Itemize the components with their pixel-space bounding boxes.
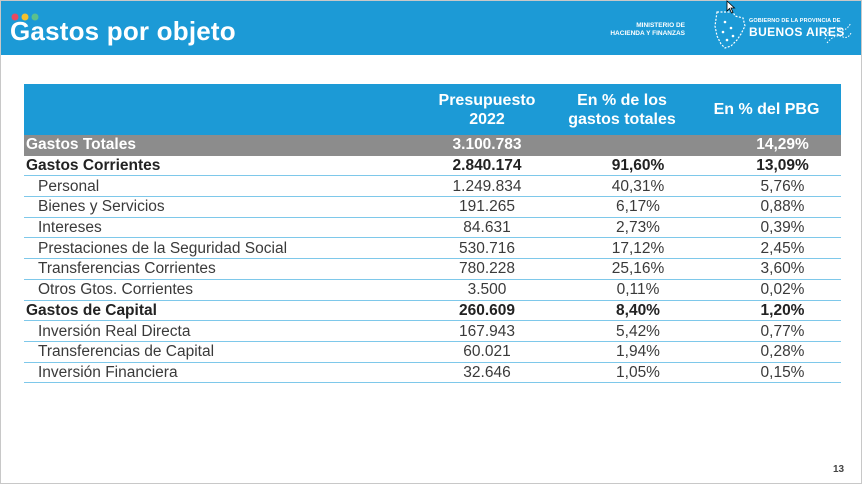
table-row: Prestaciones de la Seguridad Social 530.7… — [24, 237, 841, 260]
row-presupuesto: 530.716 — [422, 237, 552, 260]
ministry-line-2: HACIENDA Y FINANZAS — [610, 30, 685, 37]
row-pct-pbg: 0,88% — [692, 196, 841, 218]
header-pct-gastos: En % de los gastos totales — [552, 84, 692, 135]
table-row: Otros Gtos. Corrientes 3.500 0,11% 0,02% — [24, 279, 841, 301]
row-presupuesto: 780.228 — [422, 258, 552, 280]
table-row: Gastos Totales 3.100.783 14,29% — [24, 135, 841, 156]
row-label: Prestaciones de la Seguridad Social — [24, 237, 422, 260]
row-presupuesto: 1.249.834 — [422, 175, 552, 198]
row-label: Gastos Totales — [24, 135, 422, 156]
row-pct-gastos: 6,17% — [552, 196, 692, 218]
row-pct-pbg: 0,15% — [692, 362, 841, 384]
row-pct-gastos: 1,94% — [552, 341, 692, 363]
row-presupuesto: 60.021 — [422, 341, 552, 363]
ministry-label: MINISTERIO DE HACIENDA Y FINANZAS — [591, 22, 685, 38]
decorative-dots-icon — [11, 13, 39, 21]
table-row: Inversión Financiera 32.646 1,05% 0,15% — [24, 362, 841, 384]
row-pct-gastos: 0,11% — [552, 279, 692, 301]
row-pct-gastos: 8,40% — [552, 300, 692, 322]
row-label: Transferencias de Capital — [24, 341, 422, 363]
row-label: Gastos Corrientes — [24, 155, 422, 177]
slide-header: Gastos por objeto MINISTERIO DE HACIENDA… — [1, 1, 861, 55]
table-row: Transferencias Corrientes 780.228 25,16% 3,… — [24, 258, 841, 280]
row-label: Transferencias Corrientes — [24, 258, 422, 280]
row-pct-gastos: 25,16% — [552, 258, 692, 280]
row-presupuesto: 191.265 — [422, 196, 552, 218]
row-pct-pbg: 0,28% — [692, 341, 841, 363]
row-pct-gastos: 91,60% — [552, 155, 692, 177]
row-presupuesto: 32.646 — [422, 362, 552, 384]
gov-logo-small-text: GOBIERNO DE LA PROVINCIA DE — [749, 18, 841, 24]
header-pct-gastos-text: En % de los gastos totales — [568, 91, 676, 128]
table-row: Gastos de Capital 260.609 8,40% 1,20% — [24, 300, 841, 322]
row-pct-pbg: 0,39% — [692, 217, 841, 239]
row-presupuesto: 2.840.174 — [422, 155, 552, 177]
header-pct-pbg-text: En % del PBG — [713, 101, 820, 118]
table-row: Gastos Corrientes 2.840.174 91,60% 13,09% — [24, 155, 841, 177]
row-pct-pbg: 1,20% — [692, 300, 841, 322]
header-blank-cell — [24, 84, 422, 135]
row-label: Bienes y Servicios — [24, 196, 422, 218]
row-presupuesto: 260.609 — [422, 300, 552, 322]
row-pct-pbg: 2,45% — [692, 237, 841, 260]
row-label: Intereses — [24, 217, 422, 239]
ministry-line-1: MINISTERIO DE — [636, 22, 685, 29]
row-presupuesto: 3.100.783 — [422, 135, 552, 156]
page-number: 13 — [833, 464, 845, 475]
row-pct-pbg: 13,09% — [692, 155, 841, 177]
header-presupuesto-text: Presupuesto 2022 — [438, 91, 536, 128]
row-pct-gastos: 5,42% — [552, 320, 692, 342]
table-row: Transferencias de Capital 60.021 1,94% 0,28… — [24, 341, 841, 363]
row-presupuesto: 3.500 — [422, 279, 552, 301]
row-label: Personal — [24, 175, 422, 198]
row-pct-gastos: 17,12% — [552, 237, 692, 260]
page-title: Gastos por objeto — [10, 16, 236, 46]
gov-logo-big-text: BUENOS AIRES — [749, 25, 845, 39]
row-pct-pbg: 5,76% — [692, 175, 841, 198]
row-pct-gastos: 2,73% — [552, 217, 692, 239]
table-header-row: Presupuesto 2022 En % de los gastos tota… — [24, 84, 841, 135]
table-row: Inversión Real Directa 167.943 5,42% 0,77% — [24, 320, 841, 342]
row-pct-pbg: 14,29% — [692, 135, 841, 156]
logo-flourish-icon — [824, 22, 852, 44]
row-presupuesto: 84.631 — [422, 217, 552, 239]
row-pct-pbg: 0,02% — [692, 279, 841, 301]
row-pct-gastos: 1,05% — [552, 362, 692, 384]
header-pct-pbg: En % del PBG — [692, 84, 841, 135]
mouse-cursor-icon — [726, 0, 736, 14]
table-row: Bienes y Servicios 191.265 6,17% 0,88% — [24, 196, 841, 218]
row-pct-pbg: 3,60% — [692, 258, 841, 280]
row-pct-pbg: 0,77% — [692, 320, 841, 342]
table-row: Personal 1.249.834 40,31% 5,76% — [24, 175, 841, 198]
row-pct-gastos — [552, 135, 692, 156]
row-label: Inversión Financiera — [24, 362, 422, 384]
table-row: Intereses 84.631 2,73% 0,39% — [24, 217, 841, 239]
header-presupuesto: Presupuesto 2022 — [422, 84, 552, 135]
row-pct-gastos: 40,31% — [552, 175, 692, 198]
row-label: Otros Gtos. Corrientes — [24, 279, 422, 301]
budget-table: Presupuesto 2022 En % de los gastos tota… — [24, 84, 841, 384]
row-label: Gastos de Capital — [24, 300, 422, 322]
province-map-icon — [714, 11, 746, 49]
row-label: Inversión Real Directa — [24, 320, 422, 342]
row-presupuesto: 167.943 — [422, 320, 552, 342]
government-logo: GOBIERNO DE LA PROVINCIA DE BUENOS AIRES — [749, 18, 845, 39]
